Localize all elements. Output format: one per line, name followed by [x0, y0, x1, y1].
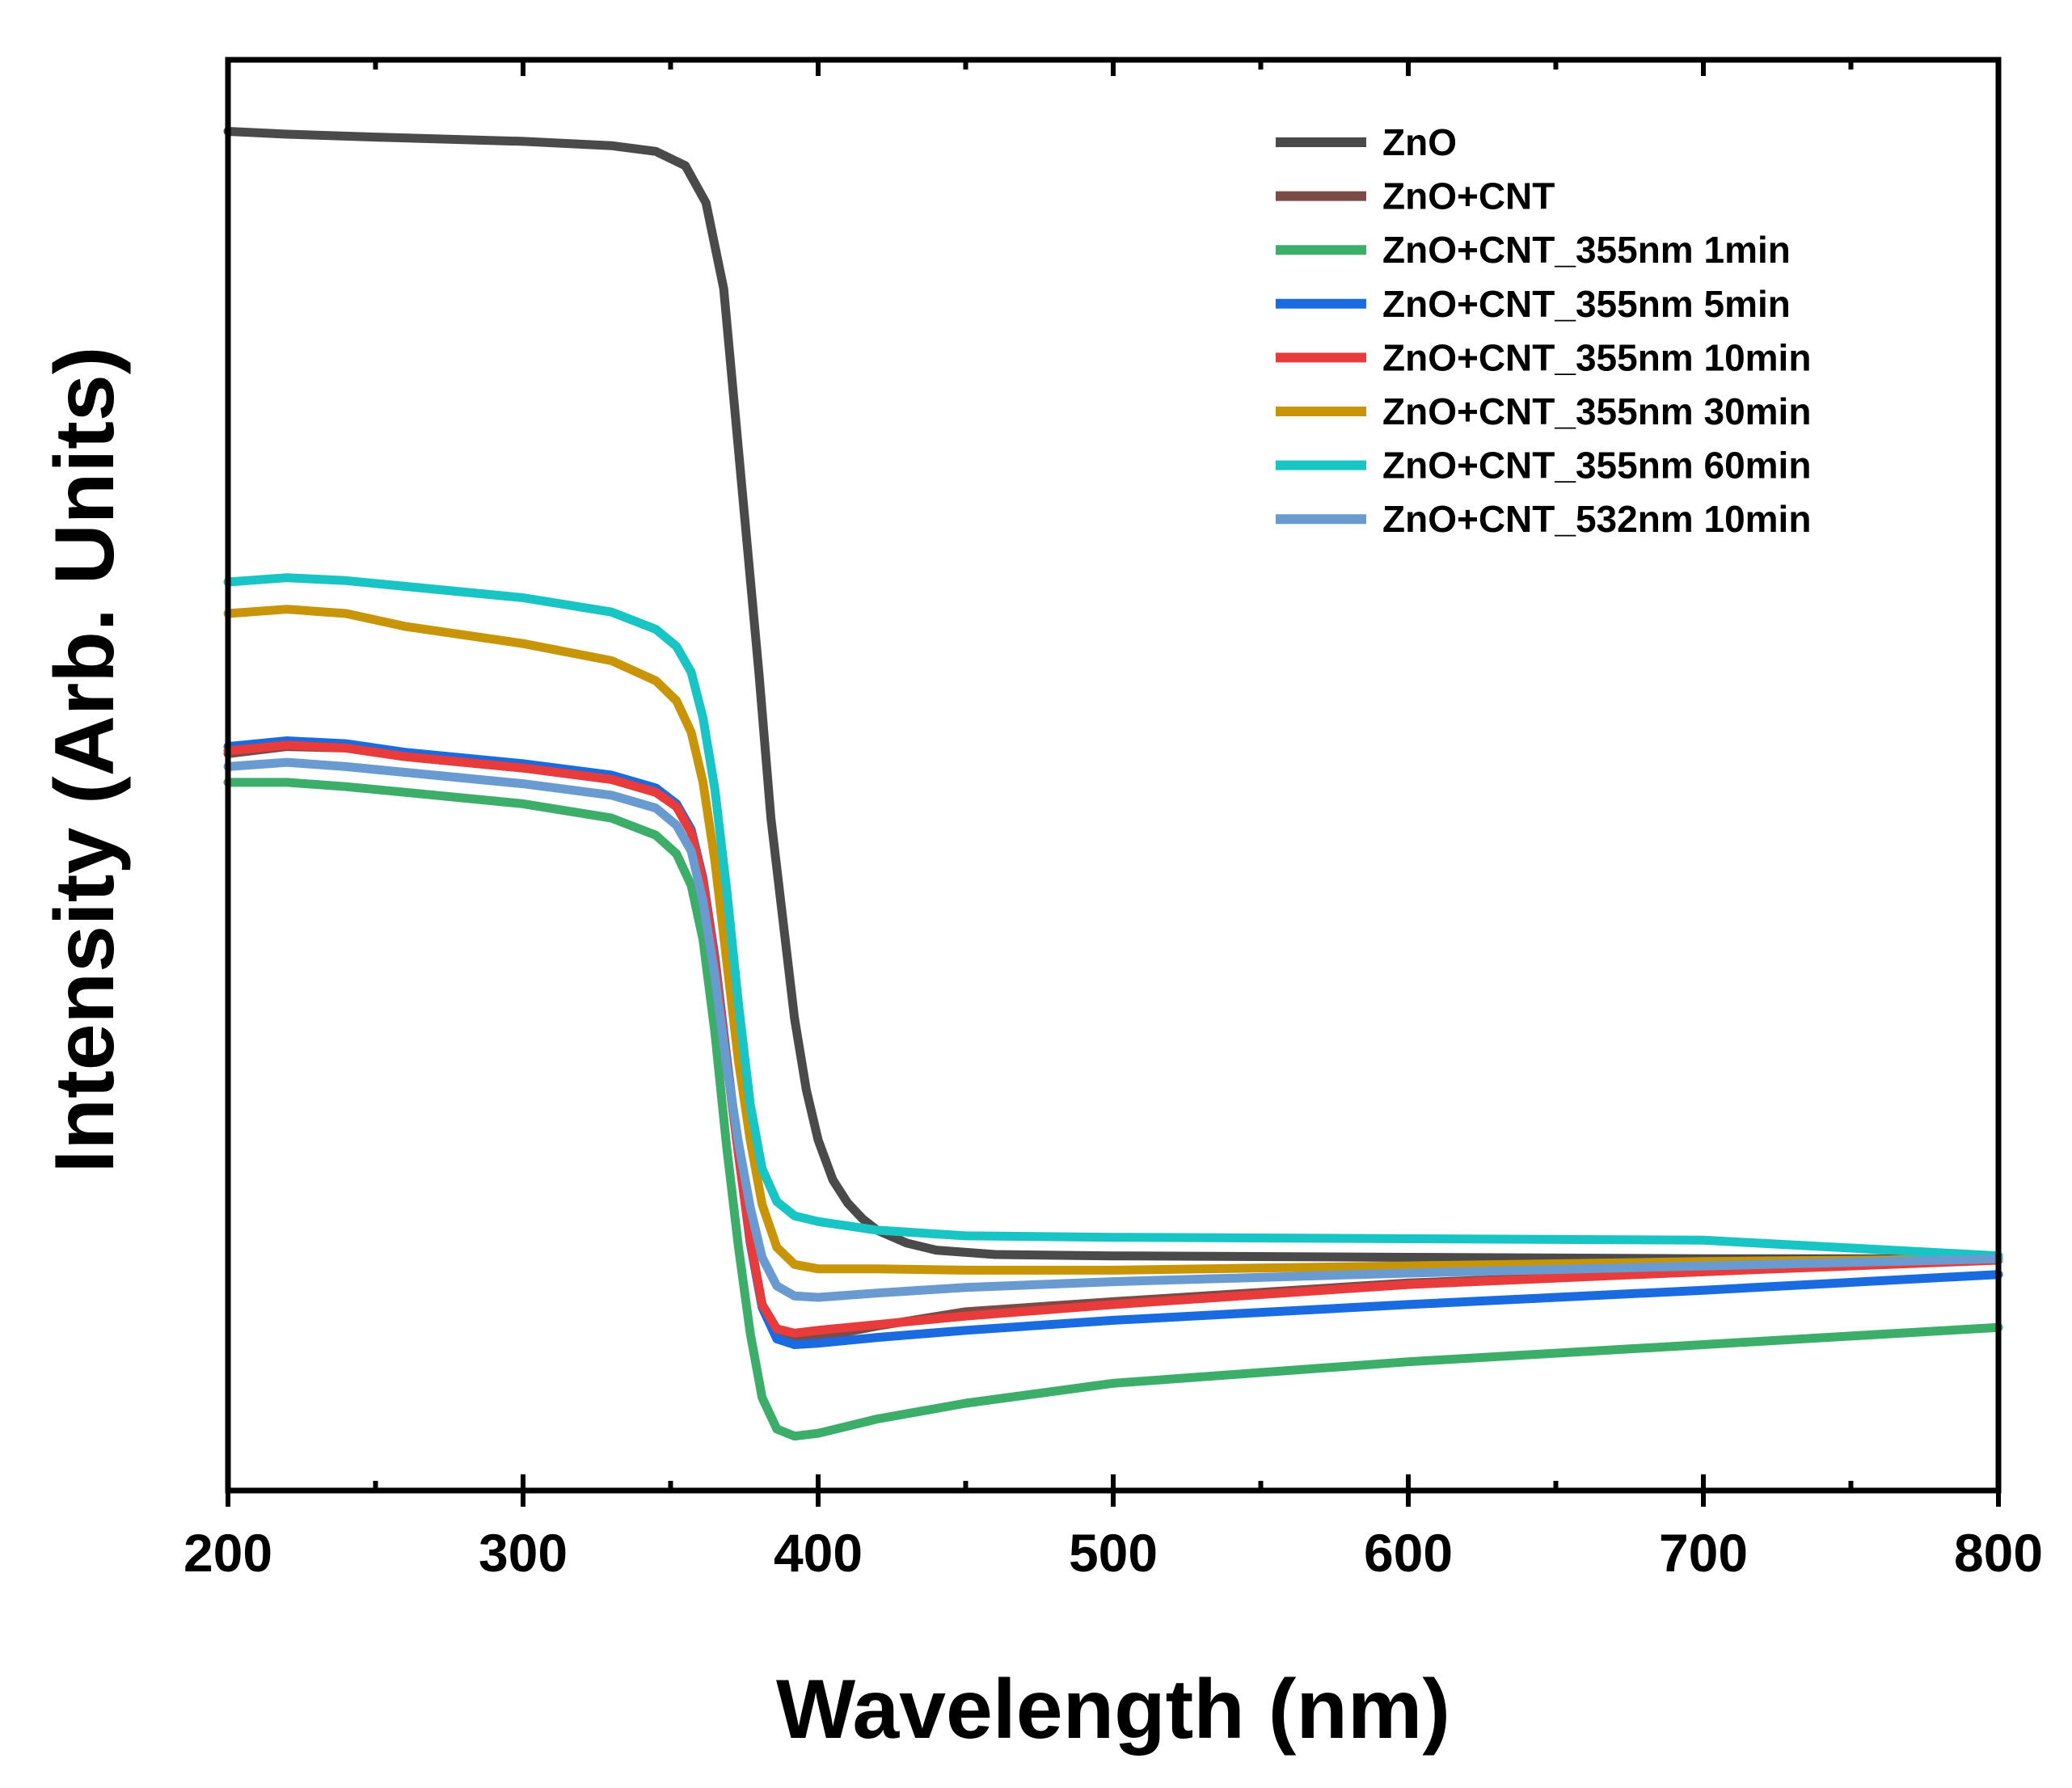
series-line-0	[223, 127, 2003, 1263]
x-tick-label-800: 800	[1954, 1523, 2043, 1583]
series-line-5	[223, 605, 2003, 1275]
x-tick-label-700: 700	[1659, 1523, 1748, 1583]
x-axis-ticks: 200 300 400 500 600 700 800	[184, 60, 2043, 1583]
x-tick-label-600: 600	[1364, 1523, 1453, 1583]
series-line-1	[223, 742, 2003, 1343]
x-axis-title: Wavelength (nm)	[776, 1663, 1450, 1756]
legend-label-5: ZnO+CNT_355nm 30min	[1382, 390, 1811, 432]
legend-label-2: ZnO+CNT_355nm 1min	[1382, 229, 1791, 271]
plot-frame	[225, 57, 2002, 1494]
legend-label-7: ZnO+CNT_532nm 10min	[1382, 498, 1811, 540]
legend: ZnO ZnO+CNT ZnO+CNT_355nm 1min ZnO+CNT_355n…	[1276, 121, 1811, 540]
legend-label-0: ZnO	[1382, 121, 1457, 163]
x-tick-label-200: 200	[184, 1523, 272, 1583]
series-line-6	[223, 573, 2003, 1261]
legend-label-4: ZnO+CNT_355nm 10min	[1382, 336, 1811, 378]
x-tick-label-400: 400	[774, 1523, 863, 1583]
legend-label-3: ZnO+CNT_355nm 5min	[1382, 283, 1791, 325]
x-tick-label-500: 500	[1069, 1523, 1158, 1583]
series-line-2	[223, 778, 2003, 1441]
legend-label-1: ZnO+CNT	[1382, 175, 1555, 217]
x-tick-label-300: 300	[479, 1523, 568, 1583]
legend-label-6: ZnO+CNT_355nm 60min	[1382, 445, 1811, 487]
series-line-7	[223, 757, 2003, 1302]
series-layer	[223, 127, 2003, 1441]
y-axis-title: Intensity (Arb. Units)	[38, 347, 132, 1174]
